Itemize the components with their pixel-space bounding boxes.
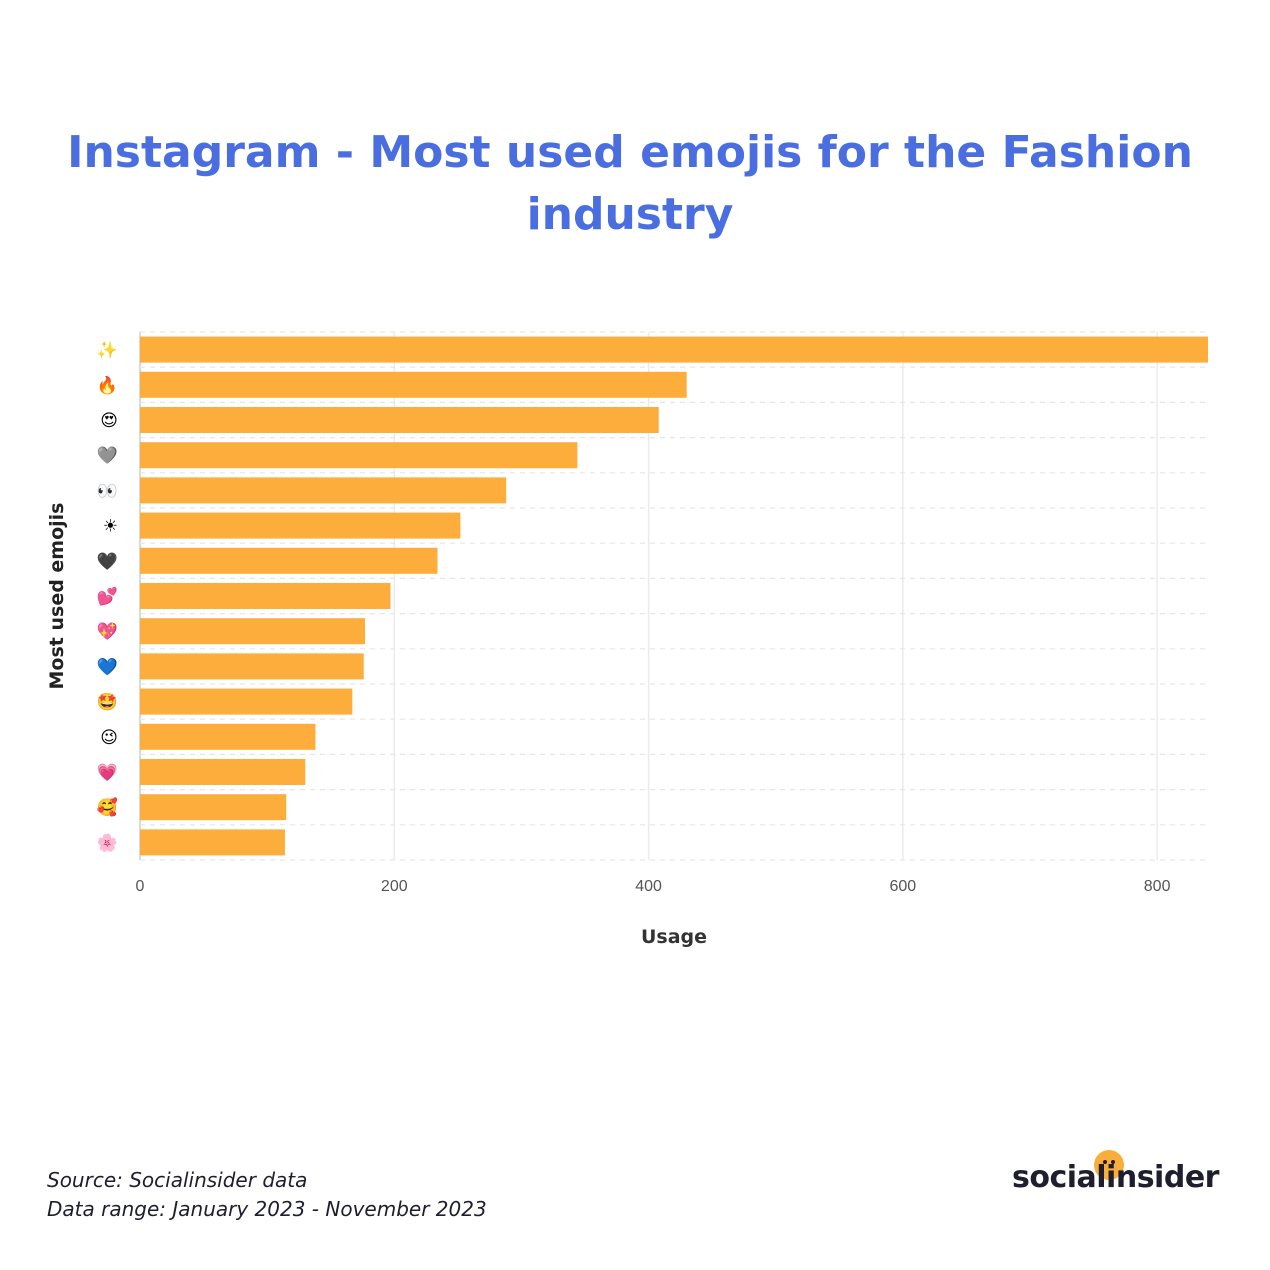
category-label: 💙: [97, 657, 119, 677]
category-label: 💖: [97, 621, 119, 642]
bar: [140, 583, 391, 609]
category-label: 💗: [97, 763, 119, 783]
category-label: 😍: [100, 411, 118, 431]
bar: [140, 688, 353, 715]
footer: Source: Socialinsider data Data range: J…: [47, 1166, 487, 1224]
category-label: 😉: [100, 728, 118, 748]
category-label: 👀: [97, 481, 118, 501]
bar: [140, 336, 1208, 363]
x-tick-label: 600: [890, 878, 917, 895]
y-axis-label: Most used emojis: [46, 503, 68, 690]
category-label: ✨: [97, 341, 118, 361]
category-label: 🤩: [97, 693, 118, 713]
bar: [140, 371, 687, 398]
bar: [140, 512, 461, 539]
x-tick-label: 0: [136, 878, 145, 895]
chart-title: Instagram - Most used emojis for the Fas…: [67, 127, 1193, 240]
category-label: 🩶: [97, 446, 119, 466]
category-label: 🌸: [97, 832, 118, 853]
category-labels: ✨ 🔥 😍 🩶 👀 ☀ 🖤 💕 💖 💙 🤩 😉 💗 🥰 🌸: [97, 341, 119, 854]
category-label: ☀: [103, 517, 118, 537]
category-label: 💕: [97, 586, 118, 607]
socialinsider-logo: socialinsider: [1012, 1150, 1222, 1200]
x-axis-label: Usage: [641, 926, 707, 948]
bar: [140, 407, 659, 433]
logo-face-icon: [1094, 1150, 1124, 1180]
bar: [140, 723, 316, 750]
bar: [140, 442, 578, 469]
logo-text: socialinsider: [1012, 1160, 1219, 1195]
x-tick-label: 800: [1144, 878, 1171, 895]
bars: [140, 336, 1208, 856]
bar: [140, 547, 438, 574]
bar: [140, 829, 285, 856]
grid-lines: [139, 331, 1208, 861]
bar: [140, 759, 306, 785]
x-tick-label: 200: [381, 878, 408, 895]
bar: [140, 477, 507, 504]
bar: [140, 653, 364, 680]
source-note: Source: Socialinsider data: [47, 1168, 308, 1192]
category-label: 🔥: [97, 375, 118, 396]
bar: [140, 794, 287, 821]
x-tick-label: 400: [635, 878, 662, 895]
bar: [140, 618, 366, 645]
x-tick-labels: 0 200 400 600 800: [136, 878, 1171, 895]
data-range-note: Data range: January 2023 - November 2023: [47, 1197, 487, 1221]
category-label: 🖤: [97, 552, 119, 572]
category-label: 🥰: [97, 797, 118, 818]
